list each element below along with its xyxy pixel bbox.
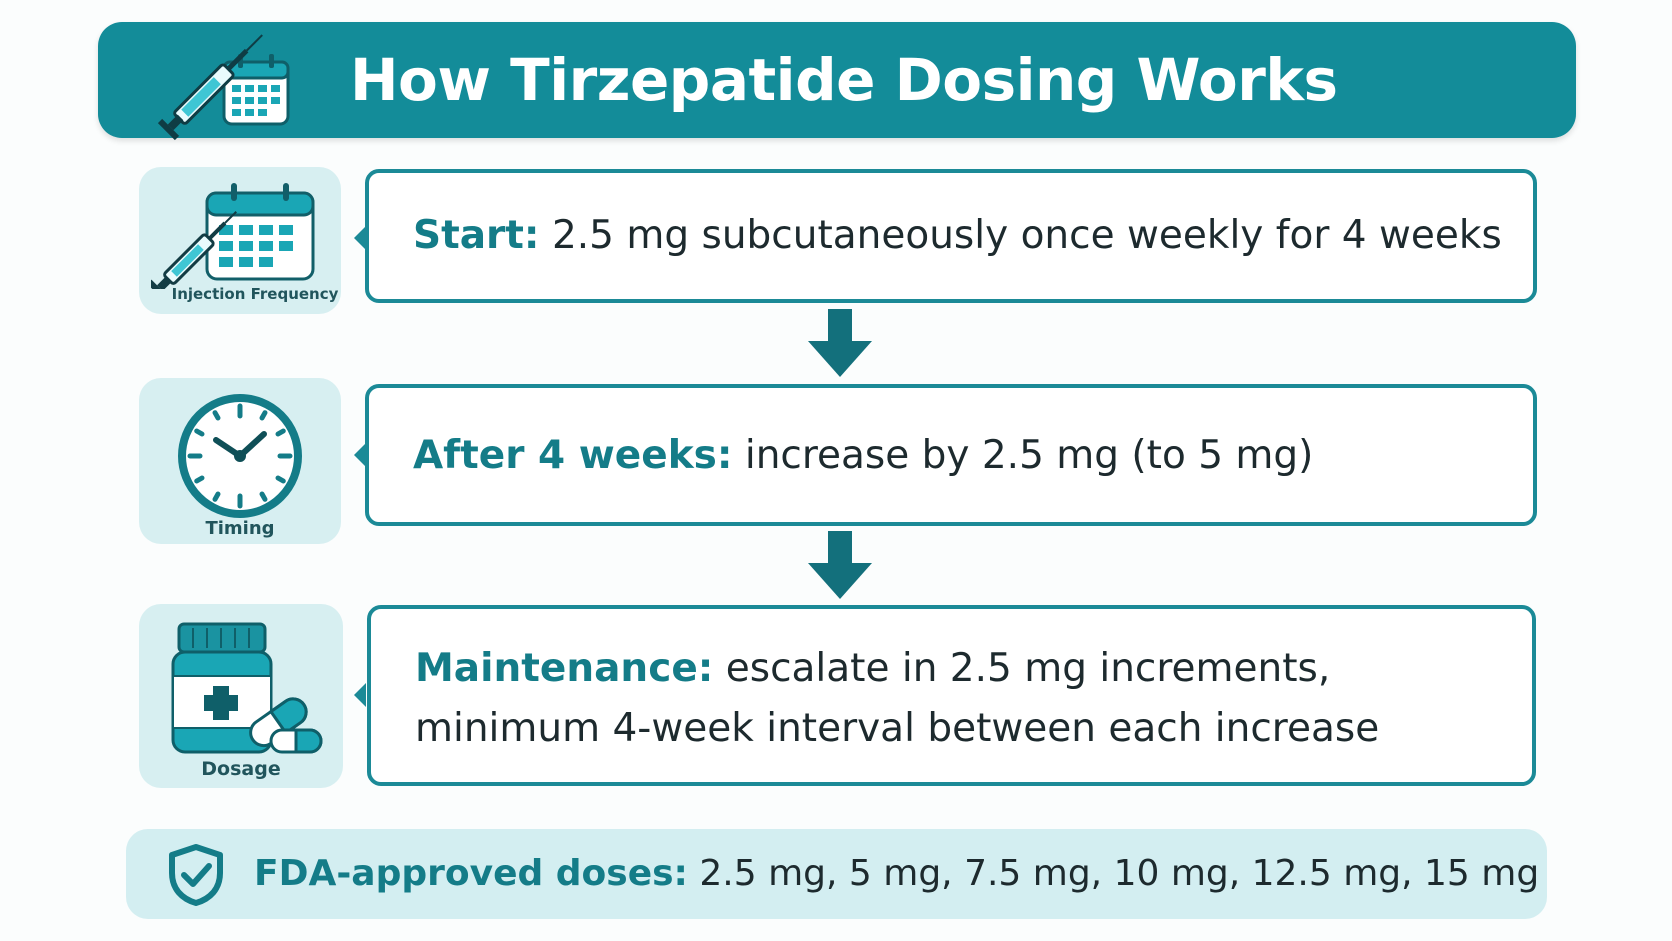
step-after-4-weeks-box: After 4 weeks: increase by 2.5 mg (to 5 …: [365, 384, 1537, 526]
step-maintenance-key: Maintenance:: [415, 646, 714, 691]
syringe-calendar-icon: [151, 183, 315, 289]
pill-bottle-icon: [171, 622, 323, 754]
fda-approved-doses-value: 2.5 mg, 5 mg, 7.5 mg, 10 mg, 12.5 mg, 15…: [699, 853, 1540, 894]
step-after-4-weeks-value: increase by 2.5 mg (to 5 mg): [744, 433, 1314, 478]
down-arrow-icon: [808, 309, 872, 377]
step-start-box: Start: 2.5 mg subcutaneously once weekly…: [365, 169, 1537, 303]
step-maintenance-value: escalate in 2.5 mg increments,: [725, 646, 1331, 691]
timing-card: Timing: [139, 378, 341, 544]
syringe-calendar-icon: [157, 34, 290, 141]
step-start-key: Start:: [413, 213, 540, 258]
fda-approved-doses-key: FDA-approved doses:: [254, 853, 688, 894]
step-maintenance-line-2: minimum 4-week interval between each inc…: [415, 706, 1380, 751]
step-start-value: 2.5 mg subcutaneously once weekly for 4 …: [551, 213, 1502, 258]
step-maintenance-line-1: Maintenance: escalate in 2.5 mg incremen…: [415, 639, 1512, 699]
fda-approved-doses-text: FDA-approved doses: 2.5 mg, 5 mg, 7.5 mg…: [254, 829, 1539, 919]
step-1-pointer: [354, 226, 366, 250]
title-banner: How Tirzepatide Dosing Works: [98, 22, 1576, 141]
down-arrow-icon: [808, 531, 872, 599]
step-3-pointer: [354, 683, 366, 707]
injection-frequency-card: Injection Frequency: [139, 167, 341, 314]
fda-approved-doses-banner: FDA-approved doses: 2.5 mg, 5 mg, 7.5 mg…: [126, 829, 1547, 919]
dosage-card: Dosage: [139, 604, 343, 788]
shield-check-icon: [169, 844, 223, 906]
dosage-label: Dosage: [201, 758, 281, 780]
step-maintenance-box: Maintenance: escalate in 2.5 mg incremen…: [367, 605, 1536, 786]
page-title: How Tirzepatide Dosing Works: [350, 46, 1338, 114]
injection-frequency-label: Injection Frequency: [171, 285, 339, 303]
step-2-pointer: [354, 443, 366, 467]
step-start-text: Start: 2.5 mg subcutaneously once weekly…: [413, 206, 1513, 266]
step-after-4-weeks-key: After 4 weeks:: [413, 433, 733, 478]
timing-label: Timing: [205, 518, 275, 539]
step-after-4-weeks-text: After 4 weeks: increase by 2.5 mg (to 5 …: [413, 426, 1513, 486]
clock-icon: [178, 394, 302, 518]
